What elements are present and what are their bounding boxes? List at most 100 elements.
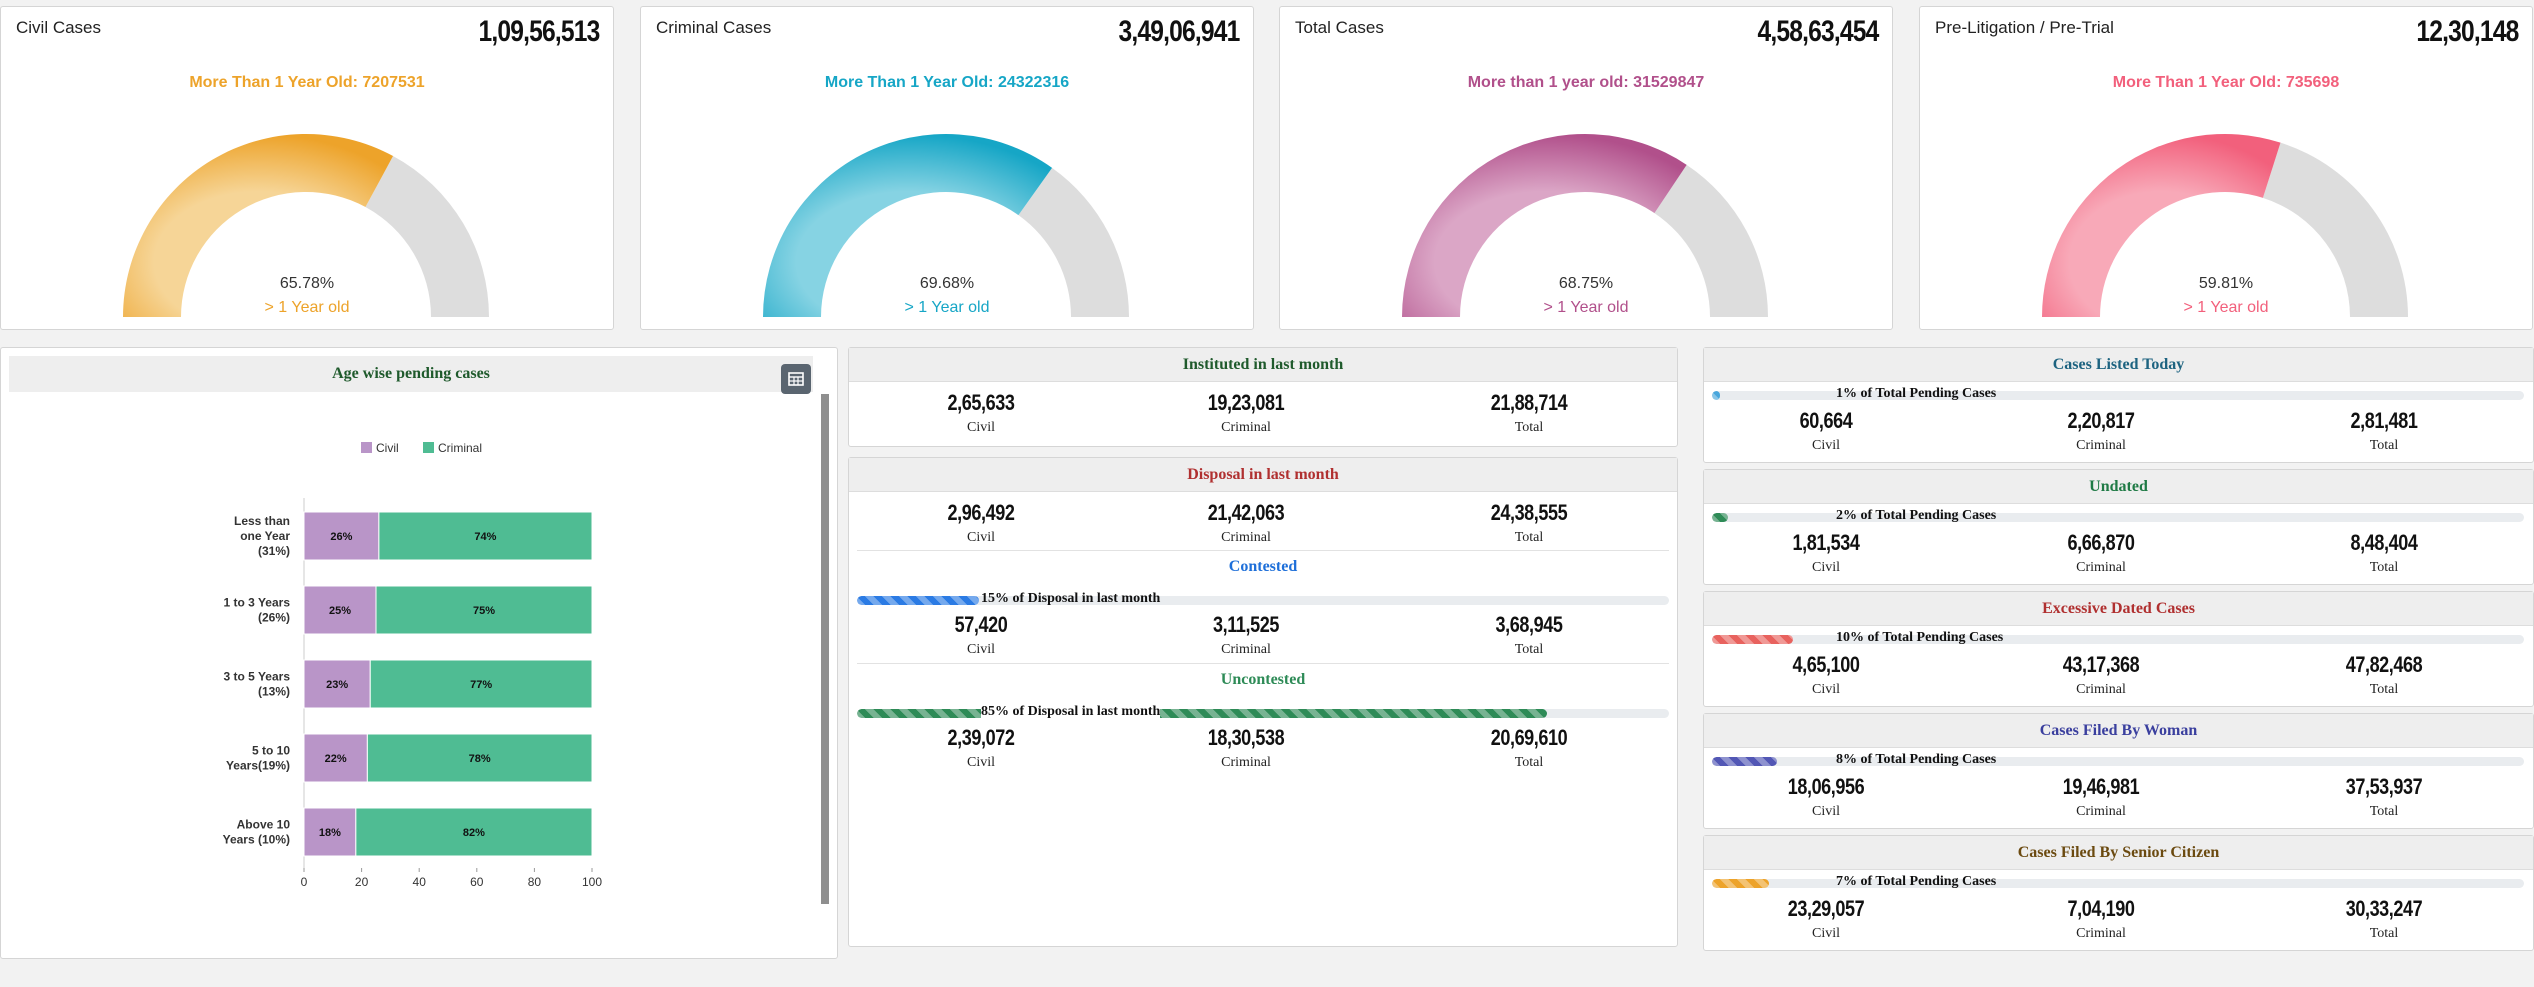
data-label: 23% xyxy=(326,679,348,691)
pending-panel-title: Cases Filed By Senior Citizen xyxy=(1704,836,2533,870)
gauge-percent: 69.68% xyxy=(919,275,975,292)
gauge-chart xyxy=(123,133,489,317)
gauge-subtitle: More Than 1 Year Old: 7207531 xyxy=(189,74,425,91)
data-label: 26% xyxy=(330,531,352,543)
pending-progress-fill xyxy=(1712,879,1769,888)
gauge-total: 12,30,148 xyxy=(2415,15,2519,48)
uncontested-criminal: 18,30,538 Criminal xyxy=(1207,725,1285,770)
bar-criminal xyxy=(355,807,593,857)
data-label: 75% xyxy=(473,605,495,617)
pending-civil: 18,06,956 Civil xyxy=(1787,774,1865,819)
pending-panel-title: Undated xyxy=(1704,470,2533,504)
age-wise-chart-panel: Age wise pending cases Civil Criminal 26% 7… xyxy=(0,347,838,959)
bar-criminal xyxy=(366,733,593,783)
pending-panel-2: Undated 2% of Total Pending Cases 1,81,534… xyxy=(1703,469,2534,585)
gauge-remainder-arc xyxy=(365,156,489,317)
pending-total: 30,33,247 Total xyxy=(2345,896,2423,941)
bar-criminal xyxy=(369,659,593,709)
gauge-label: > 1 Year old xyxy=(1543,299,1629,316)
bar-criminal xyxy=(375,585,593,635)
pending-bar-text: 1% of Total Pending Cases xyxy=(1836,386,1997,401)
contested-bar-text: 15% of Disposal in last month xyxy=(981,591,1161,606)
pending-criminal: 2,20,817 Criminal xyxy=(2067,408,2135,453)
bar-civil xyxy=(303,659,371,709)
gauge-chart xyxy=(2042,134,2408,317)
divider xyxy=(857,550,1669,551)
pending-panel-title: Excessive Dated Cases xyxy=(1704,592,2533,626)
pending-bar-text: 8% of Total Pending Cases xyxy=(1836,752,1997,767)
pending-criminal: 6,66,870 Criminal xyxy=(2067,530,2135,575)
pending-civil: 60,664 Civil xyxy=(1799,408,1853,453)
pending-criminal: 7,04,190 Criminal xyxy=(2067,896,2135,941)
pending-progress-fill xyxy=(1712,391,1721,400)
gauge-label: > 1 Year old xyxy=(264,299,350,316)
pending-bar-text: 2% of Total Pending Cases xyxy=(1836,508,1997,523)
gauge-subtitle: More than 1 year old: 31529847 xyxy=(1467,74,1705,91)
category-label: (13%) xyxy=(258,685,290,699)
pending-progress-bar xyxy=(1712,391,2524,400)
gauge-percent: 68.75% xyxy=(1558,275,1614,292)
pending-bar-text: 10% of Total Pending Cases xyxy=(1836,630,2004,645)
category-label: one Year xyxy=(240,529,290,543)
pending-progress-bar xyxy=(1712,879,2524,888)
disposal-title: Disposal in last month xyxy=(849,458,1677,492)
disposal-total: 24,38,555 Total xyxy=(1490,500,1568,545)
gauge-chart xyxy=(763,134,1129,317)
gauge-label: > 1 Year old xyxy=(2183,299,2269,316)
gauge-title: Criminal Cases xyxy=(656,18,772,37)
x-tick-label: 0 xyxy=(301,875,308,889)
x-tick-label: 60 xyxy=(470,875,484,889)
table-view-button[interactable] xyxy=(781,364,811,394)
pending-progress-bar xyxy=(1712,635,2524,644)
legend-label-civil: Civil xyxy=(376,441,399,455)
pending-progress-fill xyxy=(1712,513,1729,522)
pending-total: 2,81,481 Total xyxy=(2350,408,2418,453)
legend-swatch-civil xyxy=(361,442,372,453)
chart-panel-title: Age wise pending cases xyxy=(9,356,813,392)
uncontested-progress-bar xyxy=(857,709,1669,718)
pending-panel-5: Cases Filed By Senior Citizen 7% of Total… xyxy=(1703,835,2534,951)
x-tick-label: 20 xyxy=(355,875,369,889)
gauge-title: Civil Cases xyxy=(16,18,102,37)
gauge-subtitle: More Than 1 Year Old: 735698 xyxy=(2112,74,2340,91)
pending-panel-4: Cases Filed By Woman 8% of Total Pending … xyxy=(1703,713,2534,829)
legend-swatch-criminal xyxy=(423,442,434,453)
category-label: 3 to 5 Years xyxy=(224,670,291,684)
data-label: 78% xyxy=(469,753,491,765)
gauge-value-arc xyxy=(763,134,1053,317)
pending-civil: 23,29,057 Civil xyxy=(1787,896,1865,941)
pending-progress-bar xyxy=(1712,757,2524,766)
pending-stats-panel: Cases Listed Today 1% of Total Pending Ca… xyxy=(1703,347,2534,959)
category-label: Above 10 xyxy=(237,818,291,832)
gauge-card-3: Total Cases 4,58,63,454 More than 1 year o… xyxy=(1279,6,1893,330)
gauge-total: 1,09,56,513 xyxy=(478,15,600,48)
data-label: 82% xyxy=(463,827,485,839)
pending-panel-title: Cases Filed By Woman xyxy=(1704,714,2533,748)
disposal-panel: Disposal in last month 2,96,492 Civil 21,… xyxy=(848,457,1678,947)
pending-panel-1: Cases Listed Today 1% of Total Pending Ca… xyxy=(1703,347,2534,463)
chart-scrollbar[interactable] xyxy=(821,394,829,904)
contested-progress-fill xyxy=(857,596,979,605)
gauge-card-2: Criminal Cases 3,49,06,941 More Than 1 Yea… xyxy=(640,6,1254,330)
gauge-remainder-arc xyxy=(1654,164,1768,317)
data-label: 77% xyxy=(470,679,492,691)
pending-bar-text: 7% of Total Pending Cases xyxy=(1836,874,1997,889)
pending-civil: 1,81,534 Civil xyxy=(1792,530,1860,575)
category-label: (26%) xyxy=(258,611,290,625)
instituted-criminal: 19,23,081 Criminal xyxy=(1207,390,1285,435)
uncontested-progress-fill xyxy=(857,709,1548,718)
gauge-title: Pre-Litigation / Pre-Trial xyxy=(1935,18,2114,37)
gauge-value-arc xyxy=(1402,134,1687,317)
instituted-civil: 2,65,633 Civil xyxy=(947,390,1015,435)
table-icon xyxy=(788,372,804,386)
pending-civil: 4,65,100 Civil xyxy=(1792,652,1860,697)
category-label: 1 to 3 Years xyxy=(224,596,291,610)
gauge-title: Total Cases xyxy=(1295,18,1384,37)
contested-total: 3,68,945 Total xyxy=(1495,612,1563,657)
pending-criminal: 19,46,981 Criminal xyxy=(2062,774,2140,819)
bar-civil xyxy=(303,733,368,783)
contested-civil: 57,420 Civil xyxy=(954,612,1008,657)
uncontested-bar-text: 85% of Disposal in last month xyxy=(981,704,1161,720)
gauge-remainder-arc xyxy=(2262,142,2408,317)
x-tick-label: 80 xyxy=(528,875,542,889)
